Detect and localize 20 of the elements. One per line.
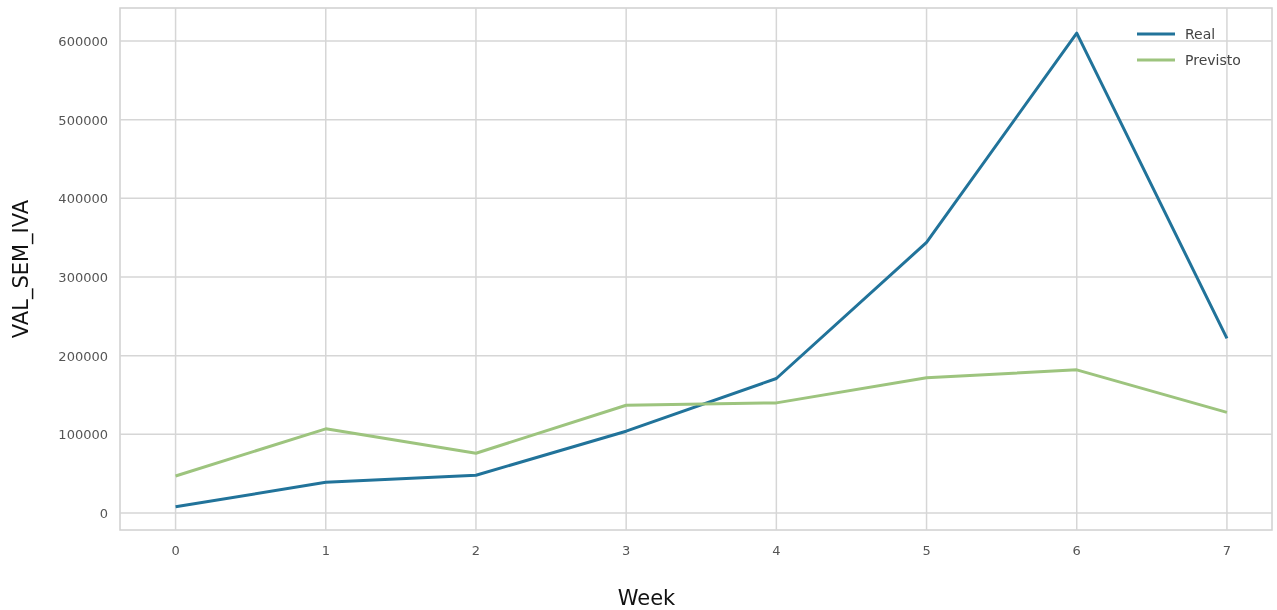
y-tick-label: 300000	[58, 270, 108, 286]
y-tick-label: 400000	[58, 191, 108, 207]
line-series	[174, 368, 1229, 478]
legend-label: Real	[1185, 26, 1216, 42]
x-tick-label: 2	[471, 543, 481, 558]
x-tick-label: 6	[1072, 543, 1081, 558]
x-tick-label: 5	[922, 543, 931, 558]
x-tick-label: 1	[321, 543, 330, 558]
x-tick-label: 3	[622, 543, 631, 558]
x-tick-label: 4	[772, 543, 781, 558]
y-tick-label: 100000	[58, 427, 108, 443]
x-tick-label: 0	[171, 543, 180, 558]
y-tick-label: 600000	[58, 34, 108, 50]
y-axis-title: VAL_SEM_IVA	[9, 199, 34, 339]
y-tick-label: 0	[99, 506, 108, 522]
y-tick-label: 500000	[58, 112, 108, 128]
x-axis-title: Week	[617, 586, 677, 610]
legend-label: Previsto	[1185, 52, 1241, 68]
x-tick-label: 7	[1222, 543, 1232, 558]
y-tick-label: 200000	[58, 348, 108, 364]
